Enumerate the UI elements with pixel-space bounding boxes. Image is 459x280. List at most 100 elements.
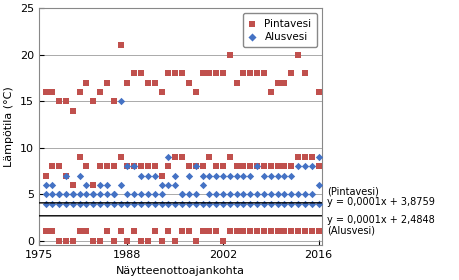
Pintavesi bbox=[164, 164, 172, 169]
Pintavesi bbox=[198, 164, 206, 169]
Pintavesi bbox=[267, 229, 274, 234]
Alusvesi bbox=[90, 192, 97, 197]
Alusvesi bbox=[239, 201, 246, 206]
Pintavesi bbox=[233, 164, 240, 169]
Pintavesi bbox=[212, 229, 219, 234]
Pintavesi bbox=[137, 239, 145, 243]
Alusvesi bbox=[178, 192, 185, 197]
Alusvesi bbox=[185, 192, 192, 197]
Pintavesi bbox=[56, 239, 63, 243]
Pintavesi bbox=[178, 155, 185, 159]
Alusvesi bbox=[96, 192, 104, 197]
Pintavesi bbox=[110, 239, 117, 243]
Pintavesi bbox=[239, 229, 246, 234]
Alusvesi bbox=[287, 192, 294, 197]
Pintavesi bbox=[90, 183, 97, 187]
Alusvesi bbox=[49, 201, 56, 206]
Pintavesi bbox=[164, 229, 172, 234]
Pintavesi bbox=[219, 239, 226, 243]
Pintavesi bbox=[287, 229, 294, 234]
Alusvesi bbox=[301, 201, 308, 206]
Alusvesi bbox=[144, 173, 151, 178]
Pintavesi bbox=[185, 80, 192, 85]
Pintavesi bbox=[157, 239, 165, 243]
Pintavesi bbox=[314, 164, 322, 169]
Alusvesi bbox=[205, 192, 213, 197]
Alusvesi bbox=[274, 201, 281, 206]
Alusvesi bbox=[294, 201, 301, 206]
Pintavesi bbox=[294, 155, 301, 159]
Alusvesi bbox=[42, 201, 49, 206]
Alusvesi bbox=[226, 173, 233, 178]
Alusvesi bbox=[191, 201, 199, 206]
Alusvesi bbox=[69, 192, 76, 197]
Pintavesi bbox=[130, 164, 138, 169]
Alusvesi bbox=[314, 155, 322, 159]
Alusvesi bbox=[280, 173, 287, 178]
Alusvesi bbox=[144, 192, 151, 197]
Alusvesi bbox=[171, 173, 179, 178]
Pintavesi bbox=[144, 80, 151, 85]
Pintavesi bbox=[117, 43, 124, 48]
Pintavesi bbox=[130, 229, 138, 234]
Y-axis label: Lämpötila (°C): Lämpötila (°C) bbox=[4, 87, 14, 167]
Pintavesi bbox=[56, 99, 63, 103]
Alusvesi bbox=[294, 192, 301, 197]
Alusvesi bbox=[117, 201, 124, 206]
Alusvesi bbox=[137, 173, 145, 178]
Alusvesi bbox=[260, 173, 267, 178]
Pintavesi bbox=[205, 71, 213, 76]
Pintavesi bbox=[69, 239, 76, 243]
Pintavesi bbox=[185, 164, 192, 169]
Pintavesi bbox=[260, 229, 267, 234]
Alusvesi bbox=[212, 201, 219, 206]
Alusvesi bbox=[267, 173, 274, 178]
Alusvesi bbox=[274, 192, 281, 197]
Alusvesi bbox=[198, 173, 206, 178]
Pintavesi bbox=[294, 52, 301, 57]
Alusvesi bbox=[233, 173, 240, 178]
Alusvesi bbox=[151, 192, 158, 197]
Alusvesi bbox=[226, 192, 233, 197]
Pintavesi bbox=[42, 229, 49, 234]
Alusvesi bbox=[260, 192, 267, 197]
Alusvesi bbox=[96, 183, 104, 187]
Pintavesi bbox=[226, 52, 233, 57]
Alusvesi bbox=[157, 192, 165, 197]
Alusvesi bbox=[185, 201, 192, 206]
Pintavesi bbox=[110, 164, 117, 169]
Pintavesi bbox=[123, 239, 131, 243]
Pintavesi bbox=[260, 71, 267, 76]
Pintavesi bbox=[83, 229, 90, 234]
Alusvesi bbox=[137, 201, 145, 206]
Pintavesi bbox=[69, 108, 76, 113]
Alusvesi bbox=[42, 192, 49, 197]
Alusvesi bbox=[76, 192, 83, 197]
Pintavesi bbox=[69, 183, 76, 187]
Pintavesi bbox=[267, 90, 274, 94]
Alusvesi bbox=[103, 201, 111, 206]
Alusvesi bbox=[267, 201, 274, 206]
Text: y = 0,0001x + 3,8759: y = 0,0001x + 3,8759 bbox=[326, 197, 434, 207]
X-axis label: Näytteenottoajankohta: Näytteenottoajankohta bbox=[116, 266, 244, 276]
Alusvesi bbox=[239, 173, 246, 178]
Pintavesi bbox=[83, 80, 90, 85]
Alusvesi bbox=[171, 183, 179, 187]
Pintavesi bbox=[301, 71, 308, 76]
Pintavesi bbox=[274, 164, 281, 169]
Alusvesi bbox=[62, 201, 70, 206]
Pintavesi bbox=[274, 229, 281, 234]
Alusvesi bbox=[164, 155, 172, 159]
Alusvesi bbox=[301, 164, 308, 169]
Alusvesi bbox=[123, 164, 131, 169]
Pintavesi bbox=[96, 239, 104, 243]
Pintavesi bbox=[246, 71, 253, 76]
Alusvesi bbox=[219, 201, 226, 206]
Alusvesi bbox=[246, 192, 253, 197]
Alusvesi bbox=[233, 201, 240, 206]
Pintavesi bbox=[83, 164, 90, 169]
Pintavesi bbox=[49, 90, 56, 94]
Pintavesi bbox=[260, 164, 267, 169]
Legend: Pintavesi, Alusvesi: Pintavesi, Alusvesi bbox=[242, 13, 316, 47]
Pintavesi bbox=[239, 71, 246, 76]
